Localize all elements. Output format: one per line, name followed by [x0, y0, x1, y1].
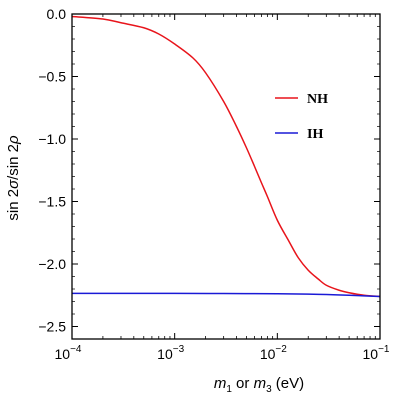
legend: NH IH [275, 92, 328, 142]
x-tick-label: 10−1 [363, 344, 390, 362]
y-tick-label: −1.0 [38, 131, 66, 147]
series-layer [71, 15, 381, 298]
y-tick-label: 0.0 [47, 6, 67, 22]
x-tick-labels: 10−4 10−3 10−2 10−1 [55, 344, 390, 362]
plot-frame [71, 13, 381, 340]
series-line-nh [71, 15, 381, 298]
y-axis-label: sin 2σ/sin 2ρ [5, 135, 22, 221]
y-tick-label: −1.5 [38, 194, 66, 210]
x-axis-label: m1 or m3 (eV) [214, 375, 304, 395]
tick-marks [71, 13, 381, 340]
series-line-ih [71, 292, 381, 298]
y-tick-labels: 0.0 −0.5 −1.0 −1.5 −2.0 −2.5 [38, 6, 66, 335]
x-tick-label: 10−3 [157, 344, 184, 362]
x-tick-label: 10−2 [260, 344, 287, 362]
y-tick-label: −0.5 [38, 69, 66, 85]
y-tick-label: −2.5 [38, 319, 66, 335]
y-tick-label: −2.0 [38, 256, 66, 272]
x-tick-label: 10−4 [55, 344, 82, 362]
legend-label-ih: IH [307, 127, 323, 142]
legend-label-nh: NH [307, 92, 328, 107]
